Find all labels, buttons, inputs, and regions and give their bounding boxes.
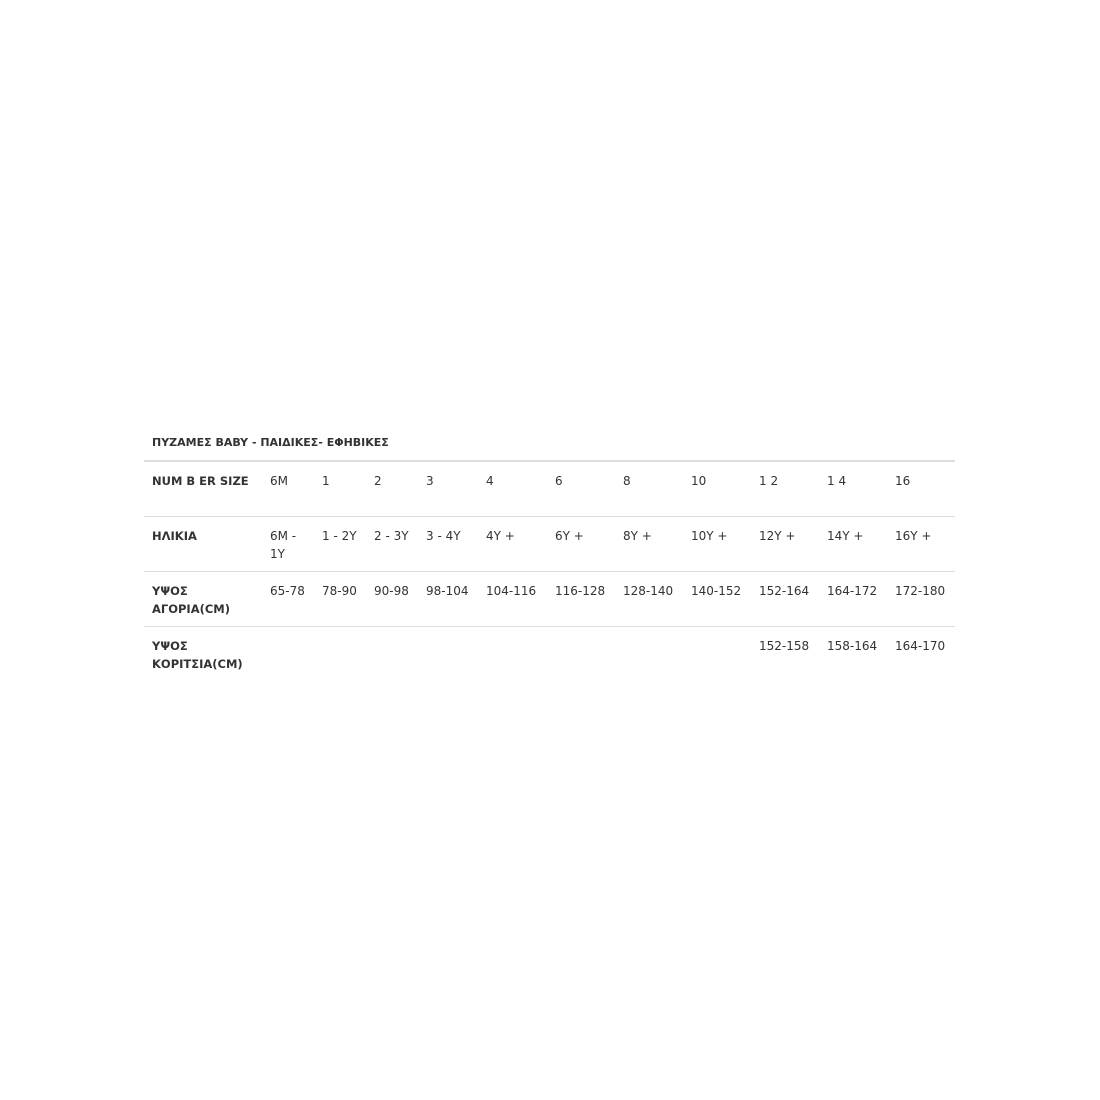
- table-cell: 172-180: [887, 571, 955, 627]
- row-header: ΥΨΟΣ ΑΓΟΡΙΑ(CM): [144, 571, 262, 627]
- table-cell: [366, 627, 418, 682]
- table-cell: 8Y +: [615, 516, 683, 572]
- row-header: ΗΛΙΚΙΑ: [144, 516, 262, 572]
- table-cell: 12Y +: [751, 516, 819, 572]
- row-header: ΥΨΟΣ ΚΟΡΙΤΣΙΑ(CM): [152, 639, 243, 671]
- table-cell: [262, 627, 314, 682]
- table-cell: 8: [615, 461, 683, 517]
- table-cell: 10Y +: [683, 516, 751, 572]
- table-cell: 16Y +: [887, 516, 955, 572]
- table-cell: [683, 627, 751, 682]
- table-cell: 158-164: [827, 639, 878, 653]
- table-cell: 104-116: [478, 571, 547, 627]
- table-cell: 65-78: [262, 571, 314, 627]
- table-cell: 6M - 1Y: [262, 516, 314, 572]
- table-cell: 90-98: [366, 571, 418, 627]
- table-cell: [478, 627, 547, 682]
- table-cell: 128-140: [615, 571, 683, 627]
- table-cell: 152-164: [751, 571, 819, 627]
- table-cell: 164-170: [895, 639, 946, 653]
- table-row: ΥΨΟΣ ΚΟΡΙΤΣΙΑ(CM) 152-158 158-164 164-170: [144, 627, 955, 682]
- table-cell: 164-172: [819, 571, 887, 627]
- table-cell: 1 4: [819, 461, 887, 517]
- size-chart: ΠΥΖΑΜΕΣ BABY - ΠΑΙΔΙΚΕΣ- ΕΦΗΒΙΚΕΣ NUM B …: [144, 434, 955, 681]
- table-cell: 2: [366, 461, 418, 517]
- table-cell: 140-152: [683, 571, 751, 627]
- table-cell: 6Y +: [547, 516, 615, 572]
- table-cell: 152-158: [759, 639, 810, 653]
- table-cell: 3 - 4Y: [418, 516, 478, 572]
- table-cell: [418, 627, 478, 682]
- table-cell: 6: [547, 461, 615, 517]
- table-cell: [615, 627, 683, 682]
- table-cell: 3: [418, 461, 478, 517]
- table-cell: 10: [683, 461, 751, 517]
- table-cell: 6M: [262, 461, 314, 517]
- table-cell: 116-128: [547, 571, 615, 627]
- table-cell: 4Y +: [478, 516, 547, 572]
- table-cell: [314, 627, 366, 682]
- table-cell: 1 - 2Y: [314, 516, 366, 572]
- table-row: ΗΛΙΚΙΑ 6M - 1Y 1 - 2Y 2 - 3Y 3 - 4Y 4Y +6Y +8…: [144, 516, 955, 572]
- table-cell: 1 2: [751, 461, 819, 517]
- table-cell: 4: [478, 461, 547, 517]
- table-cell: [547, 627, 615, 682]
- table-cell: 98-104: [418, 571, 478, 627]
- table-title: ΠΥΖΑΜΕΣ BABY - ΠΑΙΔΙΚΕΣ- ΕΦΗΒΙΚΕΣ: [152, 436, 389, 449]
- table-cell: 16: [887, 461, 955, 517]
- table-cell: 78-90: [314, 571, 366, 627]
- table-row: ΥΨΟΣ ΑΓΟΡΙΑ(CM) 65-78 78-90 90-98 98-104 104-…: [144, 571, 955, 627]
- table-cell: 14Y +: [819, 516, 887, 572]
- table-cell: 1: [314, 461, 366, 517]
- table-cell: 2 - 3Y: [366, 516, 418, 572]
- row-header: NUM B ER SIZE: [144, 461, 262, 517]
